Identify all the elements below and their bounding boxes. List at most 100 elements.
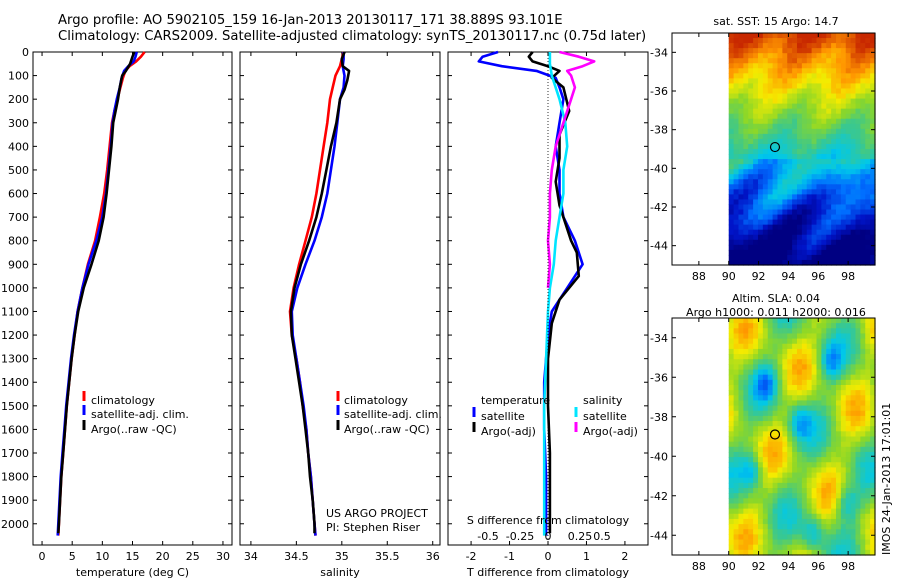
map-cell <box>743 379 749 386</box>
map-cell <box>835 194 842 201</box>
map-cell <box>840 239 847 246</box>
series-line-temperature-profile-2 <box>57 51 136 534</box>
map-cell <box>831 88 837 95</box>
map-cell <box>850 472 857 479</box>
map-cell <box>748 369 754 376</box>
map-cell <box>801 254 808 261</box>
map-cell <box>840 164 847 170</box>
map-cell <box>728 513 735 520</box>
map-cell <box>811 544 818 551</box>
map-cell <box>782 359 788 365</box>
map-cell <box>738 446 744 453</box>
map-cell <box>743 421 749 427</box>
map-cell <box>826 426 832 432</box>
map-cell <box>753 219 759 226</box>
map-cell <box>753 426 759 432</box>
map-cell <box>782 259 788 266</box>
map-cell <box>865 544 871 551</box>
map-cell <box>811 38 818 44</box>
map-cell <box>855 518 861 525</box>
map-cell <box>835 164 842 170</box>
map-cell <box>821 328 827 335</box>
map-cell <box>796 364 803 371</box>
map-cell <box>772 73 779 79</box>
map-cell <box>777 405 783 412</box>
map-cell <box>792 174 798 180</box>
map-cell <box>743 133 749 140</box>
map-cell <box>870 524 876 530</box>
map-cell <box>787 53 793 59</box>
map-cell <box>860 249 866 256</box>
map-cell <box>753 400 759 407</box>
map-cell <box>733 53 740 59</box>
map-cell <box>826 138 832 145</box>
map-cell <box>772 159 779 165</box>
map-cell <box>762 209 769 216</box>
map-cell <box>728 239 735 246</box>
map-cell <box>757 93 764 100</box>
map-cell <box>757 457 764 463</box>
map-cell <box>855 446 861 453</box>
map-cell <box>811 348 818 355</box>
map-cell <box>767 73 774 79</box>
map-cell <box>865 169 871 175</box>
map-cell <box>816 58 822 64</box>
map-cell <box>870 93 876 100</box>
map-cell <box>767 224 774 231</box>
map-cell <box>762 338 769 345</box>
map-cell <box>753 328 759 335</box>
s-difference-label: S difference from climatology <box>467 514 630 527</box>
map-cell <box>845 164 852 170</box>
map-cell <box>821 123 827 130</box>
map-cell <box>792 143 798 150</box>
map-cell <box>806 63 813 69</box>
map-cell <box>787 128 793 135</box>
xtick-label: 35 <box>335 550 349 563</box>
map-cell <box>831 524 837 530</box>
map-cell <box>743 73 749 79</box>
map-cell <box>772 384 779 391</box>
map-cell <box>850 174 857 180</box>
map-cell <box>865 254 871 261</box>
map-cell <box>865 534 871 541</box>
map-cell <box>792 224 798 231</box>
map-cell <box>845 513 852 520</box>
map-cell <box>728 436 735 443</box>
map-cell <box>855 108 861 115</box>
map-cell <box>831 477 837 484</box>
map-cell <box>757 426 764 432</box>
map-cell <box>811 169 818 175</box>
map-cell <box>796 348 803 355</box>
map-cell <box>748 43 754 49</box>
map-cell <box>870 539 876 546</box>
map-cell <box>782 224 788 231</box>
map-cell <box>821 318 827 324</box>
map-cell <box>831 415 837 422</box>
map-cell <box>835 549 842 556</box>
map-cell <box>801 73 808 79</box>
map-cell <box>753 63 759 69</box>
xtick-label: 0 <box>39 550 46 563</box>
map-cell <box>826 154 832 160</box>
map-cell <box>845 395 852 402</box>
map-cell <box>850 194 857 201</box>
ytick-label: 1900 <box>1 494 29 507</box>
map-cell <box>743 343 749 350</box>
map-cell <box>777 68 783 74</box>
map-cell <box>757 518 764 525</box>
map-cell <box>792 390 798 396</box>
map-cell <box>870 390 876 396</box>
map-cell <box>733 426 740 432</box>
map-cell <box>757 103 764 110</box>
map-cell <box>738 164 744 170</box>
map-cell <box>792 467 798 474</box>
map-cell <box>796 149 803 155</box>
map-cell <box>777 244 783 251</box>
map-cell <box>792 446 798 453</box>
map-cell <box>870 318 876 324</box>
map-cell <box>796 214 803 221</box>
map-cell <box>845 328 852 335</box>
map-cell <box>855 333 861 340</box>
map-cell <box>767 457 774 463</box>
map-cell <box>762 369 769 376</box>
